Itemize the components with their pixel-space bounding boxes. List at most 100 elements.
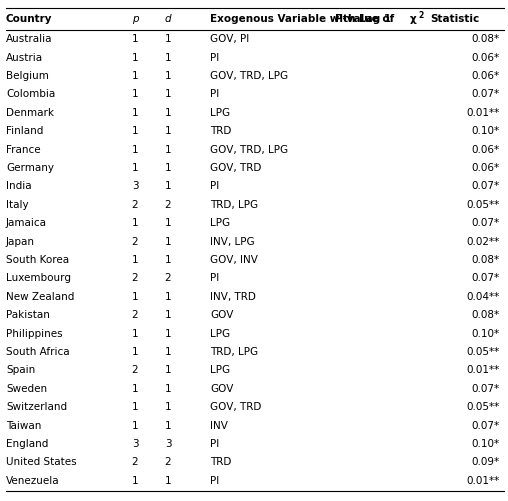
Text: GOV, TRD, LPG: GOV, TRD, LPG [210,71,288,81]
Text: GOV, TRD: GOV, TRD [210,163,262,173]
Text: 0.06*: 0.06* [472,53,500,63]
Text: 2: 2 [418,11,423,20]
Text: 1: 1 [165,71,171,81]
Text: Pakistan: Pakistan [6,310,50,320]
Text: 0.02**: 0.02** [467,236,500,246]
Text: PI: PI [210,274,219,284]
Text: 1: 1 [132,402,138,412]
Text: 2: 2 [165,457,171,467]
Text: TRD: TRD [210,126,231,136]
Text: South Korea: South Korea [6,255,69,265]
Text: Germany: Germany [6,163,54,173]
Text: 0.08*: 0.08* [472,255,500,265]
Text: 1: 1 [165,329,171,339]
Text: 1: 1 [165,347,171,357]
Text: 2: 2 [132,200,138,210]
Text: 0.05**: 0.05** [467,200,500,210]
Text: 0.07*: 0.07* [472,181,500,191]
Text: Colombia: Colombia [6,89,55,99]
Text: Australia: Australia [6,34,52,44]
Text: Exogenous Variable with Lag 1: Exogenous Variable with Lag 1 [210,14,391,24]
Text: 1: 1 [165,218,171,228]
Text: Japan: Japan [6,236,35,246]
Text: 2: 2 [132,236,138,246]
Text: Austria: Austria [6,53,43,63]
Text: 3: 3 [132,439,138,449]
Text: PI: PI [210,53,219,63]
Text: 0.01**: 0.01** [467,108,500,118]
Text: 2: 2 [132,310,138,320]
Text: 1: 1 [165,292,171,302]
Text: 1: 1 [132,347,138,357]
Text: 1: 1 [132,108,138,118]
Text: 2: 2 [165,274,171,284]
Text: INV: INV [210,421,228,430]
Text: 1: 1 [132,126,138,136]
Text: Venezuela: Venezuela [6,476,59,486]
Text: 1: 1 [165,310,171,320]
Text: TRD: TRD [210,457,231,467]
Text: 0.07*: 0.07* [472,421,500,430]
Text: 1: 1 [165,181,171,191]
Text: 0.07*: 0.07* [472,274,500,284]
Text: England: England [6,439,48,449]
Text: 0.01**: 0.01** [467,476,500,486]
Text: 1: 1 [165,255,171,265]
Text: GOV, INV: GOV, INV [210,255,258,265]
Text: 1: 1 [165,126,171,136]
Text: LPG: LPG [210,108,230,118]
Text: χ: χ [410,14,417,24]
Text: 1: 1 [132,476,138,486]
Text: Belgium: Belgium [6,71,49,81]
Text: South Africa: South Africa [6,347,70,357]
Text: 0.06*: 0.06* [472,145,500,155]
Text: 2: 2 [132,274,138,284]
Text: Country: Country [6,14,52,24]
Text: LPG: LPG [210,365,230,375]
Text: 2: 2 [165,200,171,210]
Text: 1: 1 [165,89,171,99]
Text: 0.07*: 0.07* [472,89,500,99]
Text: 0.05**: 0.05** [467,347,500,357]
Text: India: India [6,181,31,191]
Text: 0.10*: 0.10* [472,329,500,339]
Text: Philippines: Philippines [6,329,62,339]
Text: New Zealand: New Zealand [6,292,74,302]
Text: 1: 1 [132,255,138,265]
Text: INV, TRD: INV, TRD [210,292,256,302]
Text: PI: PI [210,181,219,191]
Text: France: France [6,145,41,155]
Text: GOV: GOV [210,310,233,320]
Text: 3: 3 [165,439,171,449]
Text: 0.09*: 0.09* [472,457,500,467]
Text: 1: 1 [165,402,171,412]
Text: 1: 1 [132,421,138,430]
Text: United States: United States [6,457,77,467]
Text: Spain: Spain [6,365,35,375]
Text: PI: PI [210,439,219,449]
Text: 1: 1 [132,34,138,44]
Text: GOV, TRD, LPG: GOV, TRD, LPG [210,145,288,155]
Text: Finland: Finland [6,126,43,136]
Text: Luxembourg: Luxembourg [6,274,71,284]
Text: 2: 2 [132,365,138,375]
Text: Jamaica: Jamaica [6,218,47,228]
Text: INV, LPG: INV, LPG [210,236,255,246]
Text: 1: 1 [165,365,171,375]
Text: 0.07*: 0.07* [472,218,500,228]
Text: PI: PI [210,89,219,99]
Text: 1: 1 [132,163,138,173]
Text: Sweden: Sweden [6,384,47,394]
Text: GOV: GOV [210,384,233,394]
Text: 1: 1 [132,292,138,302]
Text: 0.10*: 0.10* [472,126,500,136]
Text: TRD, LPG: TRD, LPG [210,347,258,357]
Text: 0.08*: 0.08* [472,34,500,44]
Text: 1: 1 [165,53,171,63]
Text: 1: 1 [132,53,138,63]
Text: Denmark: Denmark [6,108,54,118]
Text: P-value of: P-value of [335,14,394,24]
Text: 2: 2 [132,457,138,467]
Text: Taiwan: Taiwan [6,421,41,430]
Text: d: d [165,14,171,24]
